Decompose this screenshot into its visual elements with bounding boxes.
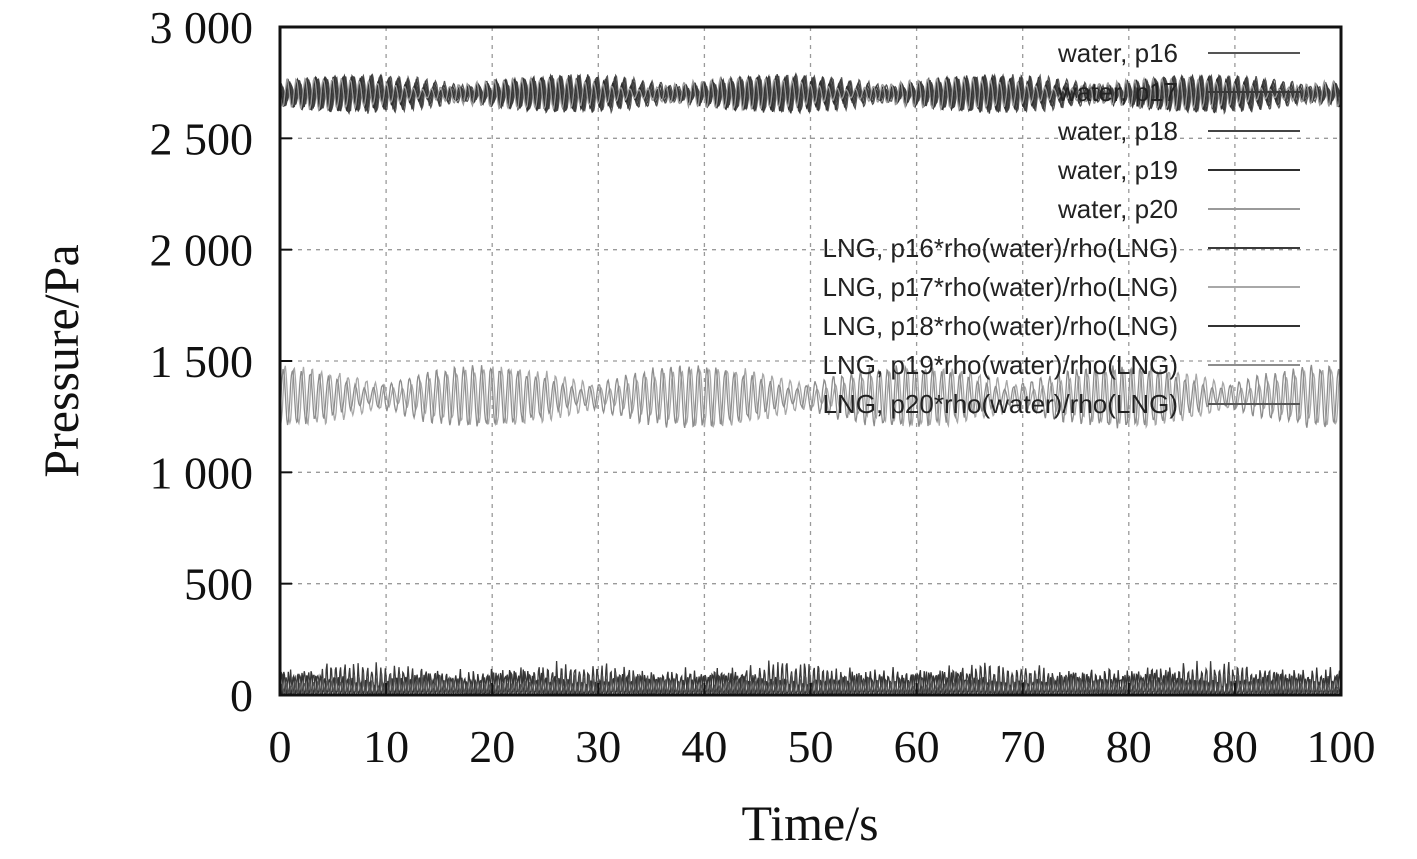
x-tick-label: 70 — [1000, 721, 1046, 772]
x-tick-label: 80 — [1106, 721, 1152, 772]
x-tick-label: 10 — [363, 721, 409, 772]
series-line — [279, 364, 1342, 429]
y-tick-label: 1 500 — [150, 336, 254, 387]
x-tick-label: 0 — [269, 721, 292, 772]
series-line — [279, 671, 1342, 696]
x-tick-label: 100 — [1307, 721, 1376, 772]
y-tick-label: 2 500 — [150, 113, 254, 164]
y-tick-label: 1 000 — [150, 447, 254, 498]
x-tick-label: 80 — [1212, 721, 1258, 772]
y-tick-label: 0 — [230, 670, 253, 721]
x-tick-label: 40 — [681, 721, 727, 772]
x-tick-label: 20 — [469, 721, 515, 772]
legend: water, p16 water, p17 water, p18 water, p19… — [823, 38, 1300, 419]
y-tick-label: 2 000 — [150, 225, 254, 276]
grid-lines — [280, 27, 1341, 695]
x-tick-label: 60 — [894, 721, 940, 772]
legend-label: LNG, p18*rho(water)/rho(LNG) — [823, 311, 1178, 341]
x-tick-label: 50 — [788, 721, 834, 772]
legend-label: LNG, p19*rho(water)/rho(LNG) — [823, 350, 1178, 380]
x-tick-label: 30 — [575, 721, 621, 772]
y-axis-ticks: 0 500 1 000 1 500 2 000 2 500 3 000 — [150, 2, 292, 721]
legend-label: water, p16 — [1057, 38, 1178, 68]
legend-label: water, p20 — [1057, 194, 1178, 224]
legend-label: LNG, p16*rho(water)/rho(LNG) — [823, 233, 1178, 263]
legend-label: water, p18 — [1057, 116, 1178, 146]
series-line — [279, 365, 1342, 430]
series-line — [279, 75, 1342, 113]
legend-label: water, p19 — [1057, 155, 1178, 185]
legend-label: LNG, p20*rho(water)/rho(LNG) — [823, 389, 1178, 419]
x-axis-ticks: 0 10 20 30 40 50 60 70 80 80 100 — [269, 683, 1376, 772]
series-line — [279, 74, 1342, 113]
x-axis-title: Time/s — [741, 795, 878, 851]
plot-area — [279, 71, 1342, 696]
y-axis-title: Pressure/Pa — [33, 244, 89, 477]
y-tick-label: 500 — [184, 559, 253, 610]
legend-label: water, p17 — [1057, 77, 1178, 107]
y-tick-label: 3 000 — [150, 2, 254, 53]
legend-label: LNG, p17*rho(water)/rho(LNG) — [823, 272, 1178, 302]
